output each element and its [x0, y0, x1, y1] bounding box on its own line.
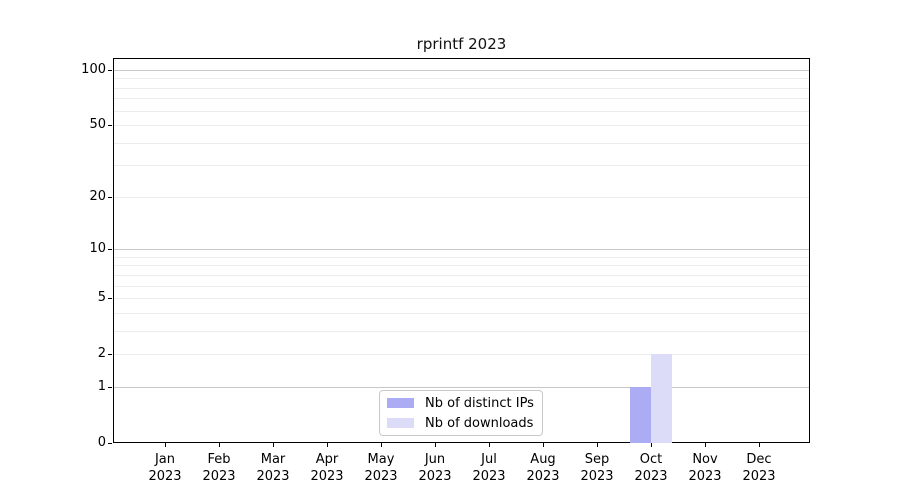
y-tick-mark	[108, 70, 112, 71]
major-gridline	[114, 249, 809, 251]
x-tick-mark	[651, 443, 652, 447]
x-tick-month: May	[367, 452, 395, 467]
minor-gridline	[114, 285, 809, 287]
x-tick-label-jul: Jul 2023	[461, 451, 517, 485]
y-tick-label: 0	[97, 435, 106, 450]
x-tick-month: Oct	[639, 452, 663, 467]
x-tick-mark	[489, 443, 490, 447]
legend-swatch-nb-of-distinct-ips	[387, 398, 414, 408]
y-tick-label: 10	[89, 241, 106, 257]
y-tick-label: 5	[97, 290, 106, 306]
y-tick-label: 1	[97, 378, 106, 394]
major-gridline	[114, 386, 809, 388]
x-tick-year: 2023	[148, 469, 182, 484]
x-tick-year: 2023	[688, 469, 722, 484]
legend: Nb of distinct IPs Nb of downloads	[379, 390, 543, 436]
x-tick-month: Apr	[315, 452, 339, 467]
minor-gridline	[114, 265, 809, 267]
x-tick-mark	[759, 443, 760, 447]
y-tick-mark	[108, 386, 112, 388]
legend-swatch-nb-of-downloads	[387, 418, 414, 428]
x-tick-label-apr: Apr 2023	[299, 451, 355, 485]
x-tick-year: 2023	[418, 469, 452, 484]
x-tick-label-nov: Nov 2023	[677, 451, 733, 485]
minor-gridline	[114, 274, 809, 276]
x-tick-mark	[381, 443, 382, 447]
x-tick-mark	[597, 443, 598, 447]
x-tick-year: 2023	[202, 469, 236, 484]
bar-nb-of-distinct-ips-oct	[630, 386, 651, 443]
minor-gridline	[114, 298, 809, 300]
x-tick-mark	[543, 443, 544, 447]
x-tick-label-jun: Jun 2023	[407, 451, 463, 485]
x-tick-label-mar: Mar 2023	[245, 451, 301, 485]
x-tick-year: 2023	[472, 469, 506, 484]
plot-area	[113, 58, 810, 443]
minor-gridline	[114, 256, 809, 258]
bar-nb-of-downloads-oct	[651, 354, 672, 443]
major-gridline	[114, 70, 809, 71]
minor-gridline	[114, 110, 809, 112]
minor-gridline	[114, 98, 809, 100]
y-tick-label: 100	[81, 62, 106, 77]
minor-gridline	[114, 196, 809, 198]
x-tick-mark	[705, 443, 706, 447]
x-tick-month: Jan	[154, 452, 176, 467]
legend-label: Nb of distinct IPs	[425, 395, 534, 411]
x-tick-month: Sep	[584, 452, 610, 467]
y-tick-label: 2	[97, 346, 106, 362]
x-tick-month: Jul	[481, 452, 497, 467]
y-tick-mark	[108, 125, 112, 127]
y-tick-mark	[108, 196, 112, 198]
x-tick-year: 2023	[526, 469, 560, 484]
minor-gridline	[114, 87, 809, 89]
minor-gridline	[114, 330, 809, 332]
y-tick-label: 50	[89, 117, 106, 133]
x-tick-year: 2023	[310, 469, 344, 484]
x-tick-mark	[219, 443, 220, 447]
x-tick-year: 2023	[580, 469, 614, 484]
x-tick-month: Dec	[746, 452, 772, 467]
y-tick-mark	[108, 354, 112, 356]
x-tick-label-may: May 2023	[353, 451, 409, 485]
chart-title: rprintf 2023	[416, 35, 507, 53]
x-tick-month: Nov	[692, 452, 718, 467]
minor-gridline	[114, 354, 809, 356]
x-tick-month: Aug	[530, 452, 556, 467]
legend-row-nb-of-distinct-ips: Nb of distinct IPs	[387, 396, 542, 411]
x-tick-year: 2023	[256, 469, 290, 484]
x-tick-month: Jun	[424, 452, 446, 467]
minor-gridline	[114, 125, 809, 127]
x-tick-mark	[165, 443, 166, 447]
x-tick-year: 2023	[742, 469, 776, 484]
y-tick-mark	[108, 443, 112, 444]
minor-gridline	[114, 312, 809, 314]
legend-row-nb-of-downloads: Nb of downloads	[387, 416, 542, 431]
x-tick-year: 2023	[634, 469, 668, 484]
y-tick-mark	[108, 249, 112, 251]
legend-label: Nb of downloads	[425, 415, 534, 431]
x-tick-label-aug: Aug 2023	[515, 451, 571, 485]
x-tick-year: 2023	[364, 469, 398, 484]
x-tick-mark	[435, 443, 436, 447]
x-tick-month: Mar	[260, 452, 286, 467]
x-tick-label-dec: Dec 2023	[731, 451, 787, 485]
x-tick-label-jan: Jan 2023	[137, 451, 193, 485]
minor-gridline	[114, 78, 809, 80]
y-tick-mark	[108, 298, 112, 300]
y-tick-label: 20	[89, 188, 106, 204]
x-tick-label-feb: Feb 2023	[191, 451, 247, 485]
x-tick-label-sep: Sep 2023	[569, 451, 625, 485]
minor-gridline	[114, 142, 809, 144]
x-tick-label-oct: Oct 2023	[623, 451, 679, 485]
x-tick-mark	[273, 443, 274, 447]
minor-gridline	[114, 165, 809, 167]
x-tick-mark	[327, 443, 328, 447]
x-tick-month: Feb	[207, 452, 231, 467]
